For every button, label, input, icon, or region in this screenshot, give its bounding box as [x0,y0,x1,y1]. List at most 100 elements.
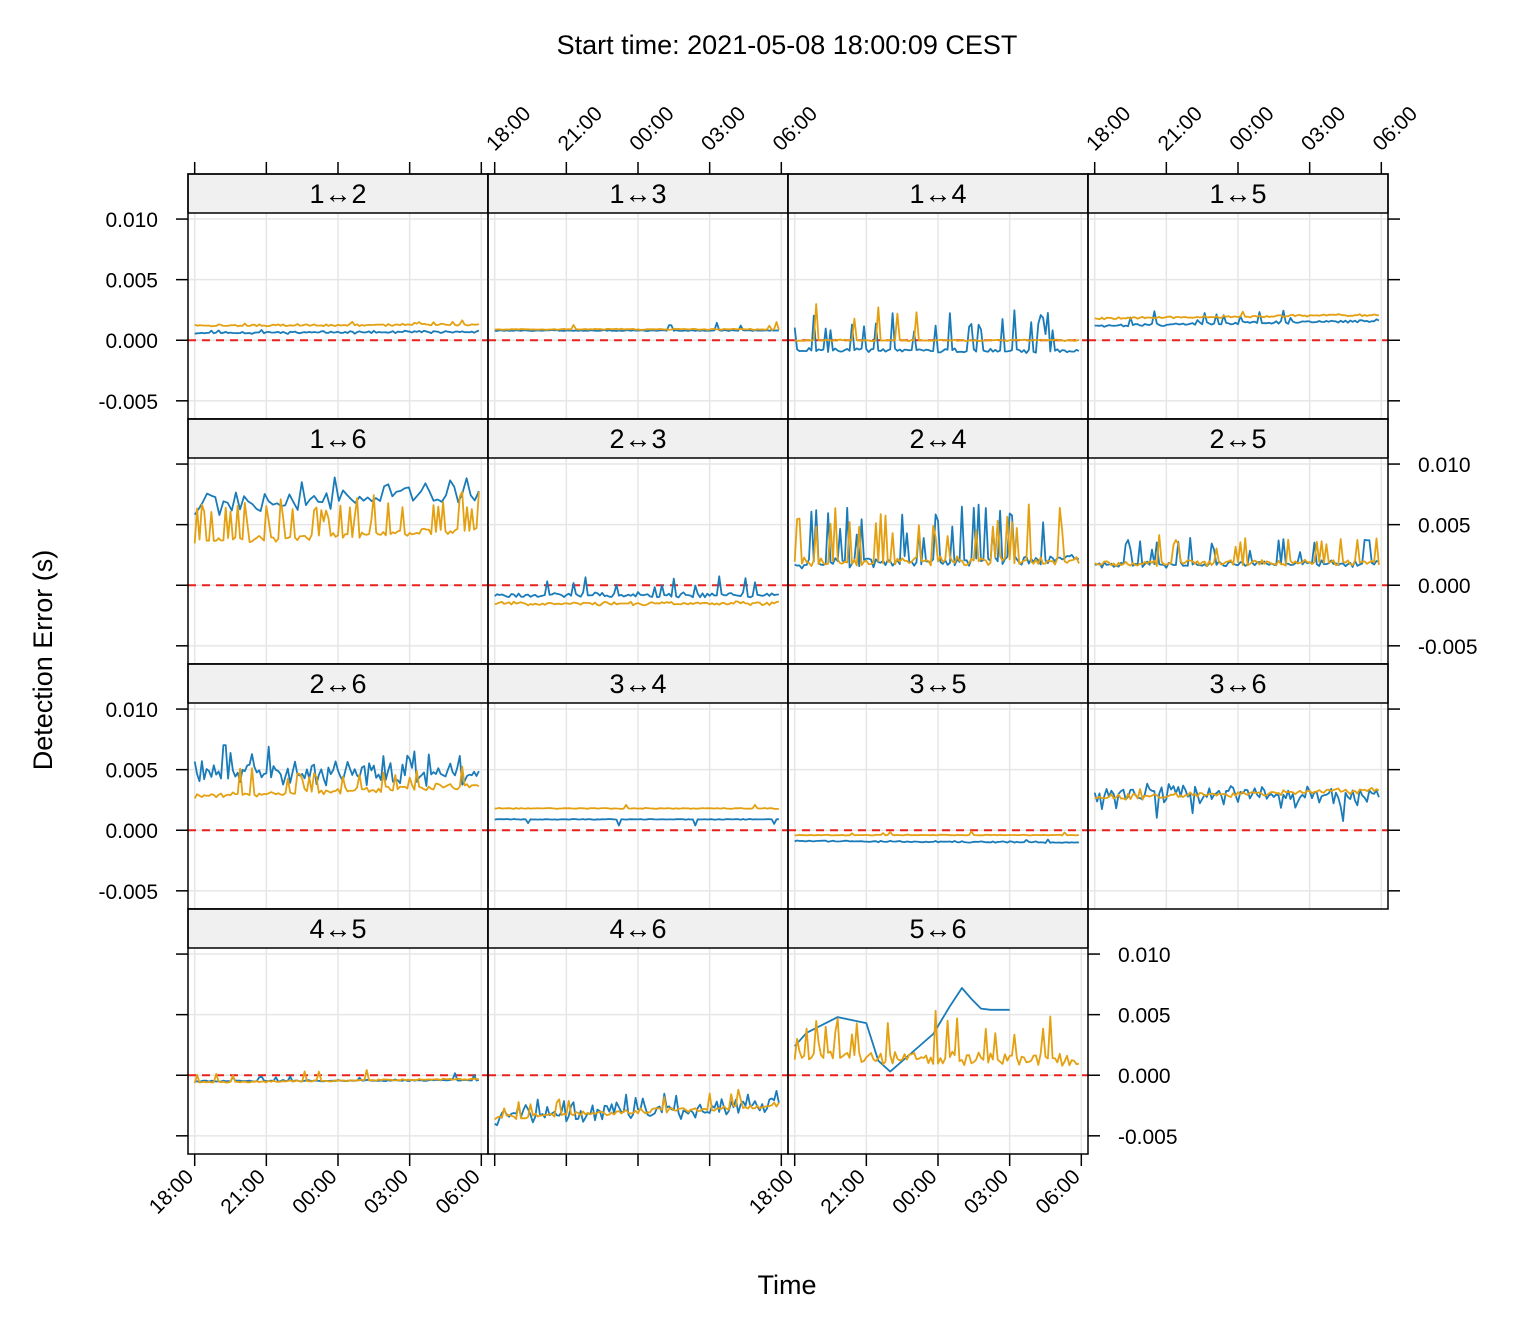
panels-layer: 1↔2 1↔3 1↔4 1↔5 1↔6 2↔3 2↔4 2↔5 2↔6 3↔4 3↔5 3↔6 4↔5 4… [187,173,1389,1155]
y-ticks-right-r0c3 [1388,218,1400,402]
panel-7-series-b [793,503,1080,567]
panel-6: 2↔3 [487,418,789,665]
panel-4-series-b [1094,310,1380,321]
panel-14-series-a [494,1090,780,1127]
panel-8-strip [1087,418,1389,459]
panel-10: 3↔4 [487,663,789,910]
panel-12-border [1087,663,1389,910]
x-tick-label: 00:00 [888,1165,941,1218]
y-tick-label: -0.005 [1118,1126,1178,1149]
y-axis-right-r3: -0.005 0.000 0.005 0.010 [1088,944,1178,1149]
x-tick-label: 06:00 [769,102,822,155]
x-tick-label: 18:00 [145,1165,198,1218]
panel-15: 5↔6 [787,908,1089,1155]
panel-10-strip-label: 3↔4 [609,669,666,699]
x-axis-bottom-c2: 18:00 21:00 00:00 03:00 06:00 [745,1154,1085,1219]
y-tick-label: 0.010 [105,209,158,232]
panel-6-strip-label: 2↔3 [609,424,666,454]
y-tick-label: 0.005 [105,760,158,783]
panel-9-series-a [193,744,480,787]
y-tick-label: 0.010 [1118,944,1171,967]
panel-1: 1↔2 [187,173,489,420]
y-tick-label: 0.000 [105,820,158,843]
panel-12-strip [1087,663,1389,704]
panel-2-series-a [494,321,779,332]
y-axis-left-r2: -0.005 0.000 0.005 0.010 [98,699,188,904]
panel-1-series-b [194,319,480,328]
panel-5-series-a [193,476,480,516]
panel-5: 1↔6 [187,418,489,665]
panel-3-series-a [793,309,1080,354]
y-tick-label: 0.010 [1418,454,1471,477]
panel-9: 2↔6 [187,663,489,910]
panel-3: 1↔4 [787,173,1089,420]
y-tick-label: 0.005 [1118,1005,1171,1028]
panel-10-series-b [494,804,779,810]
panel-3-strip-label: 1↔4 [909,179,966,209]
panel-12-strip-label: 3↔6 [1209,669,1266,699]
y-ticks-left-r3c0 [176,953,188,1137]
panel-4: 1↔5 [1087,173,1389,420]
panel-6-series-a [494,575,779,599]
panel-9-strip-label: 2↔6 [309,669,366,699]
panel-12: 3↔6 [1087,663,1389,910]
y-tick-label: -0.005 [1418,636,1478,659]
panel-14: 4↔6 [487,908,789,1155]
y-tick-label: -0.005 [98,881,158,904]
panel-11-series-a [794,838,1079,844]
panel-4-strip-label: 1↔5 [1209,179,1266,209]
panel-15-series-b [793,1009,1080,1067]
y-axis-title: Detection Error (s) [28,550,58,771]
panel-1-strip-label: 1↔2 [309,179,366,209]
panel-2-series-b [494,321,780,331]
x-axis-top-c3: 18:00 21:00 00:00 03:00 06:00 [1082,102,1422,174]
y-axis-right-r1: -0.005 0.000 0.005 0.010 [1388,454,1478,659]
panel-15-series-a [794,987,1010,1073]
x-tick-label: 18:00 [745,1165,798,1218]
panel-5-strip [187,418,489,459]
x-tick-label: 21:00 [216,1165,269,1218]
y-tick-label: 0.005 [1418,515,1471,538]
panel-7-strip-label: 2↔4 [909,424,966,454]
panel-11-series-b [794,830,1080,837]
y-tick-label: 0.000 [1118,1065,1171,1088]
panel-5-series-b [193,490,480,544]
x-tick-label: 18:00 [482,102,535,155]
panel-11-strip [787,663,1089,704]
x-tick-label: 06:00 [1031,1165,1084,1218]
panel-15-strip-label: 5↔6 [909,914,966,944]
panel-15-strip [787,908,1089,949]
x-axis-bottom-c0: 18:00 21:00 00:00 03:00 06:00 [145,1154,485,1219]
panel-2: 1↔3 [487,173,789,420]
panel-11-strip-label: 3↔5 [909,669,966,699]
panel-11: 3↔5 [787,663,1089,910]
x-tick-label: 03:00 [960,1165,1013,1218]
x-tick-label: 21:00 [1154,102,1207,155]
panel-14-series-b [494,1088,780,1121]
panel-8: 2↔5 [1087,418,1389,665]
x-tick-label: 06:00 [431,1165,484,1218]
x-axis-top-c1: 18:00 21:00 00:00 03:00 06:00 [482,102,822,174]
x-tick-label: 03:00 [360,1165,413,1218]
panel-7: 2↔4 [787,418,1089,665]
figure-title: Start time: 2021-05-08 18:00:09 CEST [557,30,1018,60]
x-tick-label: 06:00 [1369,102,1422,155]
panel-6-series-b [494,600,780,607]
y-tick-label: 0.005 [105,270,158,293]
panel-9-series-b [193,765,480,799]
panel-6-strip [487,418,789,459]
x-tick-label: 18:00 [1082,102,1135,155]
y-ticks-left-r1c0 [176,463,188,647]
x-tick-label: 21:00 [554,102,607,155]
y-tick-label: 0.010 [105,699,158,722]
y-tick-label: -0.005 [98,391,158,414]
panel-8-strip-label: 2↔5 [1209,424,1266,454]
x-axis-top-c0 [193,162,483,174]
panel-13: 4↔5 [187,908,489,1155]
x-axis-bottom-c1 [493,1154,783,1166]
panel-4-series-a [1094,309,1380,328]
y-tick-label: 0.000 [105,330,158,353]
panel-2-strip-label: 1↔3 [609,179,666,209]
y-tick-label: 0.000 [1418,575,1471,598]
